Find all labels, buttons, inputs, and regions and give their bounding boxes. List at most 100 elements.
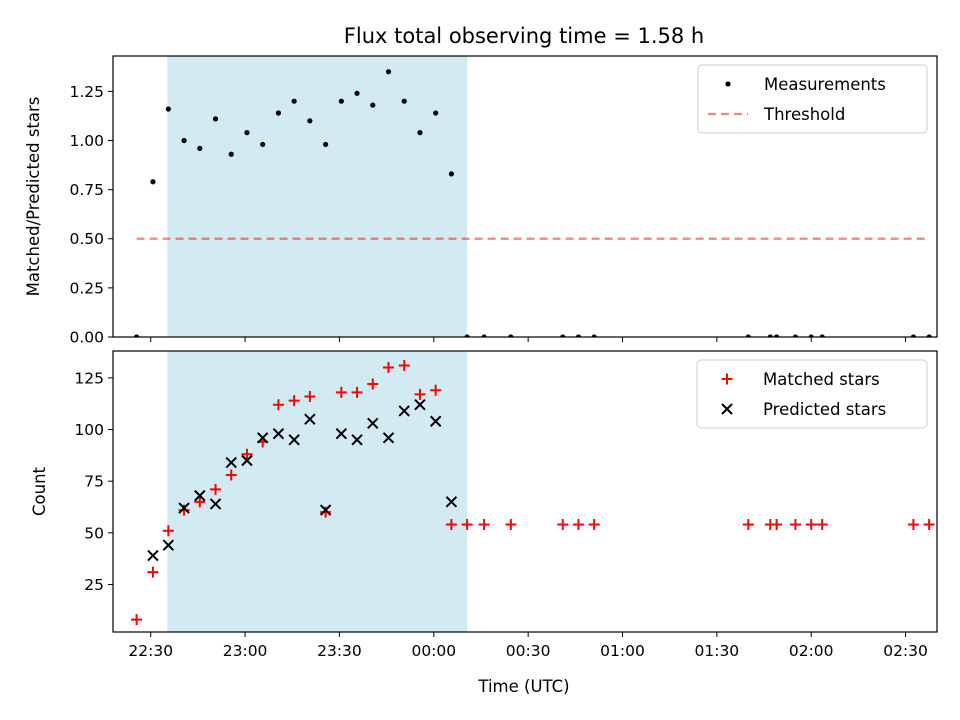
matched-star-point [923,519,935,531]
matched-star-point [414,388,426,400]
predicted-star-point [367,417,379,430]
y-tick-label: 0.50 [69,230,104,248]
measurement-point [926,334,932,337]
predicted-star-point [335,427,348,440]
measurement-point [370,102,376,108]
measurement-point [417,130,423,136]
measurement-point [354,90,360,96]
measurement-point [244,130,250,136]
observing-interval-count [167,351,468,632]
measurement-point [323,141,329,148]
matched-star-point [304,390,316,402]
legend-measurements-swatch [725,81,731,87]
matched-star-point [445,519,457,531]
x-tick-label: 23:00 [223,642,268,660]
legend-predicted-swatch [721,403,733,415]
matched-star-point [505,519,517,531]
measurement-point [275,110,282,116]
measurement-point [228,151,234,157]
matched-star-point [367,378,379,390]
y-tick-label: 0.25 [69,279,104,297]
matched-star-point [272,399,284,411]
x-tick-label: 01:30 [695,642,740,660]
predicted-star-point [304,413,316,425]
predicted-star-point [398,405,410,417]
chart-title: Flux total observing time = 1.58 h [344,24,704,48]
measurement-point [448,171,455,177]
measurement-point [385,69,392,75]
y-tick-label: 50 [84,524,104,542]
measurement-point [464,334,470,337]
x-tick-label: 23:30 [317,642,362,660]
y-axis-label-count: Count [30,466,49,516]
matched-star-point [147,566,159,578]
measurement-point [338,98,344,104]
axes-frame-ratio [112,55,938,338]
measurement-point [307,118,313,124]
matched-star-point [335,386,347,398]
predicted-star-point [414,399,426,411]
observing-interval-ratio [167,56,468,337]
predicted-star-point [288,434,300,446]
measurement-point [819,334,825,337]
measurement-point [260,141,266,148]
predicted-star-point [272,427,285,440]
x-tick-label: 22:30 [128,642,173,660]
plot-area-count [131,351,935,632]
x-tick-label: 01:00 [600,642,645,660]
x-tick-label: 00:00 [411,642,456,660]
y-tick-label: 0.75 [69,181,104,199]
matched-star-point [430,384,442,396]
legend-count: Matched stars Predicted stars [696,359,928,429]
y-tick-label: 25 [84,576,104,594]
matched-star-point [351,386,363,398]
matched-star-point [241,448,253,460]
matched-star-point [771,519,783,531]
measurement-point [560,334,566,337]
x-tick-label: 02:30 [883,642,928,660]
matched-star-point [557,519,569,531]
measurement-point [133,334,140,337]
measurement-point [591,334,597,337]
legend-label: Threshold [763,105,845,124]
axes-frame-count [112,350,938,633]
y-tick-label: 125 [74,369,104,387]
predicted-star-point [241,454,253,467]
measurement-point [910,334,917,337]
matched-star-point [162,525,174,537]
matched-star-point [131,614,143,626]
y-tick-label: 100 [74,421,104,439]
matched-star-point [398,359,410,371]
measurement-point [481,334,487,337]
count-panel: 22:30 23:00 23:30 00:00 00:30 01:00 01:30 02:00… [30,350,938,660]
measurement-point [401,98,407,104]
measurement-point [433,110,439,116]
matched-star-point [288,395,300,407]
predicted-star-point [256,432,269,444]
matched-star-point [588,519,600,531]
legend-box [696,359,928,429]
legend-label: Matched stars [763,370,880,389]
measurement-point [150,179,156,185]
y-axis-label-ratio: Matched/Predicted stars [24,97,43,297]
matched-star-point [907,519,919,531]
predicted-star-point [147,549,159,562]
predicted-star-point [225,456,237,469]
ratio-panel: 0.00 0.25 0.50 0.75 1.00 1.25 Matched/Predicte… [24,55,938,347]
x-tick-label: 00:30 [506,642,551,660]
measurement-point [197,145,203,151]
matched-star-point [225,469,237,481]
y-tick-label: 75 [84,473,104,491]
matched-star-point [320,506,332,518]
legend-box [697,64,928,134]
measurement-point [212,116,219,122]
predicted-star-point [209,498,222,510]
predicted-star-point [178,502,190,514]
predicted-star-point [445,496,458,508]
legend-ratio: Measurements Threshold [697,64,928,134]
predicted-star-point [319,504,332,516]
matched-star-point [742,519,754,531]
x-axis-label: Time (UTC) [477,677,569,696]
matched-star-point [816,519,828,531]
